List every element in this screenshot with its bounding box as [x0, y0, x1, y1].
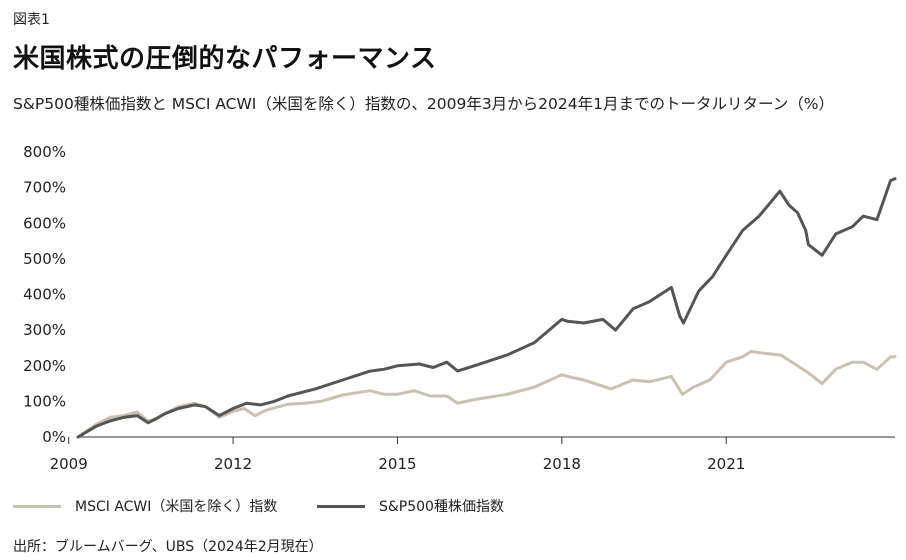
x-tick-label: 2021 [707, 455, 745, 473]
chart-title: 米国株式の圧倒的なパフォーマンス [13, 44, 437, 74]
figure-label: 図表1 [13, 12, 50, 28]
y-tick-label: 700% [23, 179, 66, 197]
legend-label-msci: MSCI ACWI（米国を除く）指数 [75, 499, 278, 515]
y-tick-label: 300% [23, 321, 66, 339]
series-line-sp500 [76, 177, 897, 439]
y-tick-label: 500% [23, 250, 66, 268]
x-tick-label: 2012 [214, 455, 252, 473]
x-tick-label: 2018 [543, 455, 581, 473]
x-tick-label: 2015 [378, 455, 416, 473]
legend-item-sp500: S&P500種株価指数 [317, 496, 504, 516]
legend-label-sp500: S&P500種株価指数 [379, 499, 504, 515]
chart-subtitle: S&P500種株価指数と MSCI ACWI（米国を除く）指数の、2009年3月… [13, 95, 834, 113]
legend-item-msci: MSCI ACWI（米国を除く）指数 [13, 496, 277, 516]
source-note: 出所：ブルームバーグ、UBS（2024年2月現在） [13, 539, 323, 555]
y-tick-label: 100% [23, 392, 66, 410]
y-tick-label: 800% [23, 143, 66, 161]
y-tick-label: 0% [42, 428, 66, 446]
series-line-msci [76, 350, 897, 439]
legend-swatch-msci [13, 504, 61, 508]
y-tick-label: 600% [23, 214, 66, 232]
legend-swatch-sp500 [317, 504, 365, 508]
line-chart: 0% 100% 200% 300% 400% 500% 600% 700% 800% 2009 20… [23, 143, 897, 473]
x-tick-label: 2009 [50, 455, 88, 473]
y-tick-label: 200% [23, 357, 66, 375]
y-tick-label: 400% [23, 286, 66, 304]
